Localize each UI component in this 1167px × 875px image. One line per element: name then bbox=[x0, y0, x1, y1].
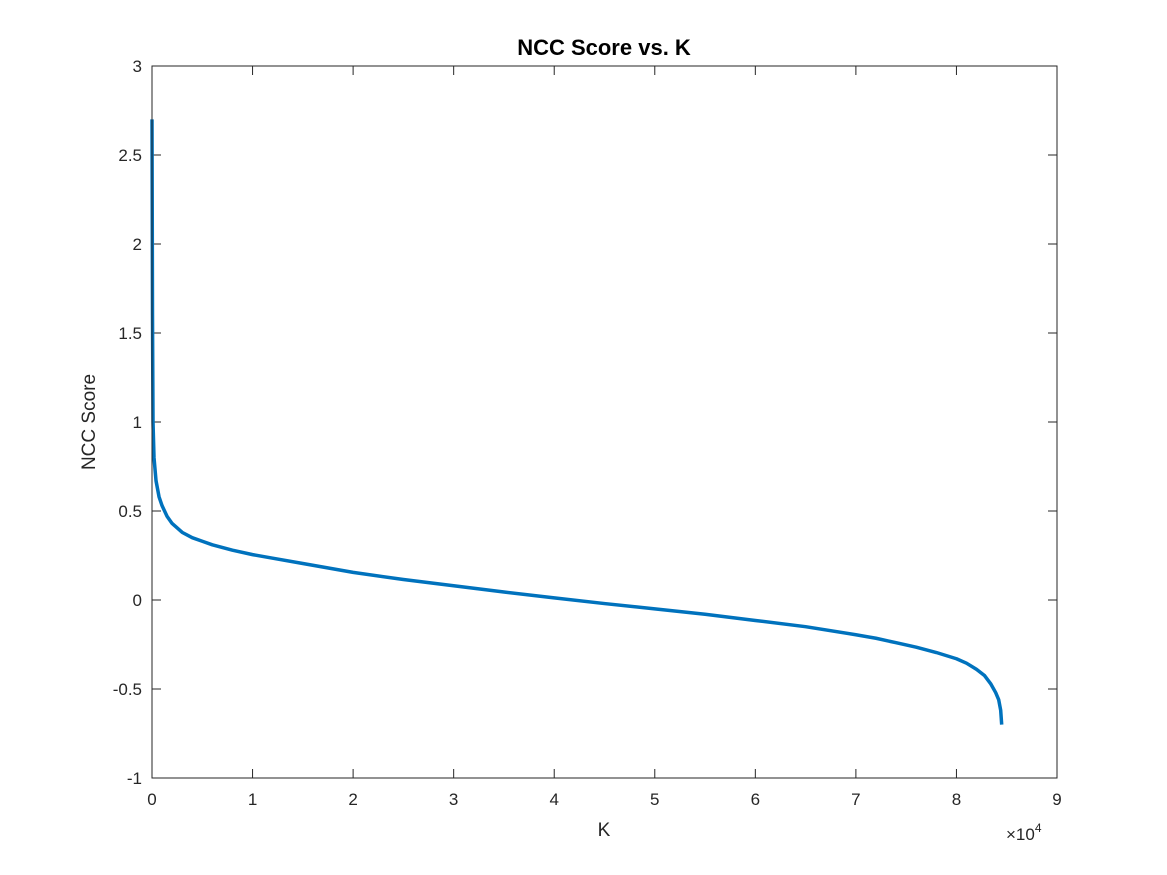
x-tick-label: 5 bbox=[650, 790, 659, 809]
y-tick-label: 2.5 bbox=[118, 146, 142, 165]
y-tick-label: -1 bbox=[127, 769, 142, 788]
x-axis-label: K bbox=[598, 820, 611, 841]
y-tick-label: 0 bbox=[133, 591, 142, 610]
y-tick-label: 1.5 bbox=[118, 324, 142, 343]
x-axis-exponent-power: 4 bbox=[1035, 821, 1042, 835]
x-tick-label: 8 bbox=[952, 790, 961, 809]
x-tick-label: 1 bbox=[248, 790, 257, 809]
x-axis-exponent-base: ×10 bbox=[1006, 825, 1035, 844]
chart-title: NCC Score vs. K bbox=[517, 35, 691, 60]
x-tick-label: 7 bbox=[851, 790, 860, 809]
x-tick-label: 9 bbox=[1052, 790, 1061, 809]
ncc-score-line bbox=[150, 119, 1004, 725]
y-axis-ticks: -1 -0.5 0 0.5 1 1.5 2 2.5 3 bbox=[113, 57, 1057, 788]
x-tick-label: 6 bbox=[751, 790, 760, 809]
x-tick-label: 2 bbox=[348, 790, 357, 809]
x-tick-label: 4 bbox=[549, 790, 558, 809]
y-tick-label: -0.5 bbox=[113, 680, 142, 699]
x-tick-label: 0 bbox=[147, 790, 156, 809]
y-tick-label: 2 bbox=[133, 235, 142, 254]
y-tick-label: 3 bbox=[133, 57, 142, 76]
x-tick-label: 3 bbox=[449, 790, 458, 809]
y-tick-label: 1 bbox=[133, 413, 142, 432]
x-axis-exponent: ×104 bbox=[1006, 821, 1042, 844]
x-axis-ticks: 0 1 2 3 4 5 6 7 8 9 bbox=[147, 66, 1062, 809]
y-axis-label: NCC Score bbox=[79, 374, 100, 470]
plot-area bbox=[152, 66, 1057, 778]
y-tick-label: 0.5 bbox=[118, 502, 142, 521]
plot-box bbox=[151, 65, 1058, 779]
